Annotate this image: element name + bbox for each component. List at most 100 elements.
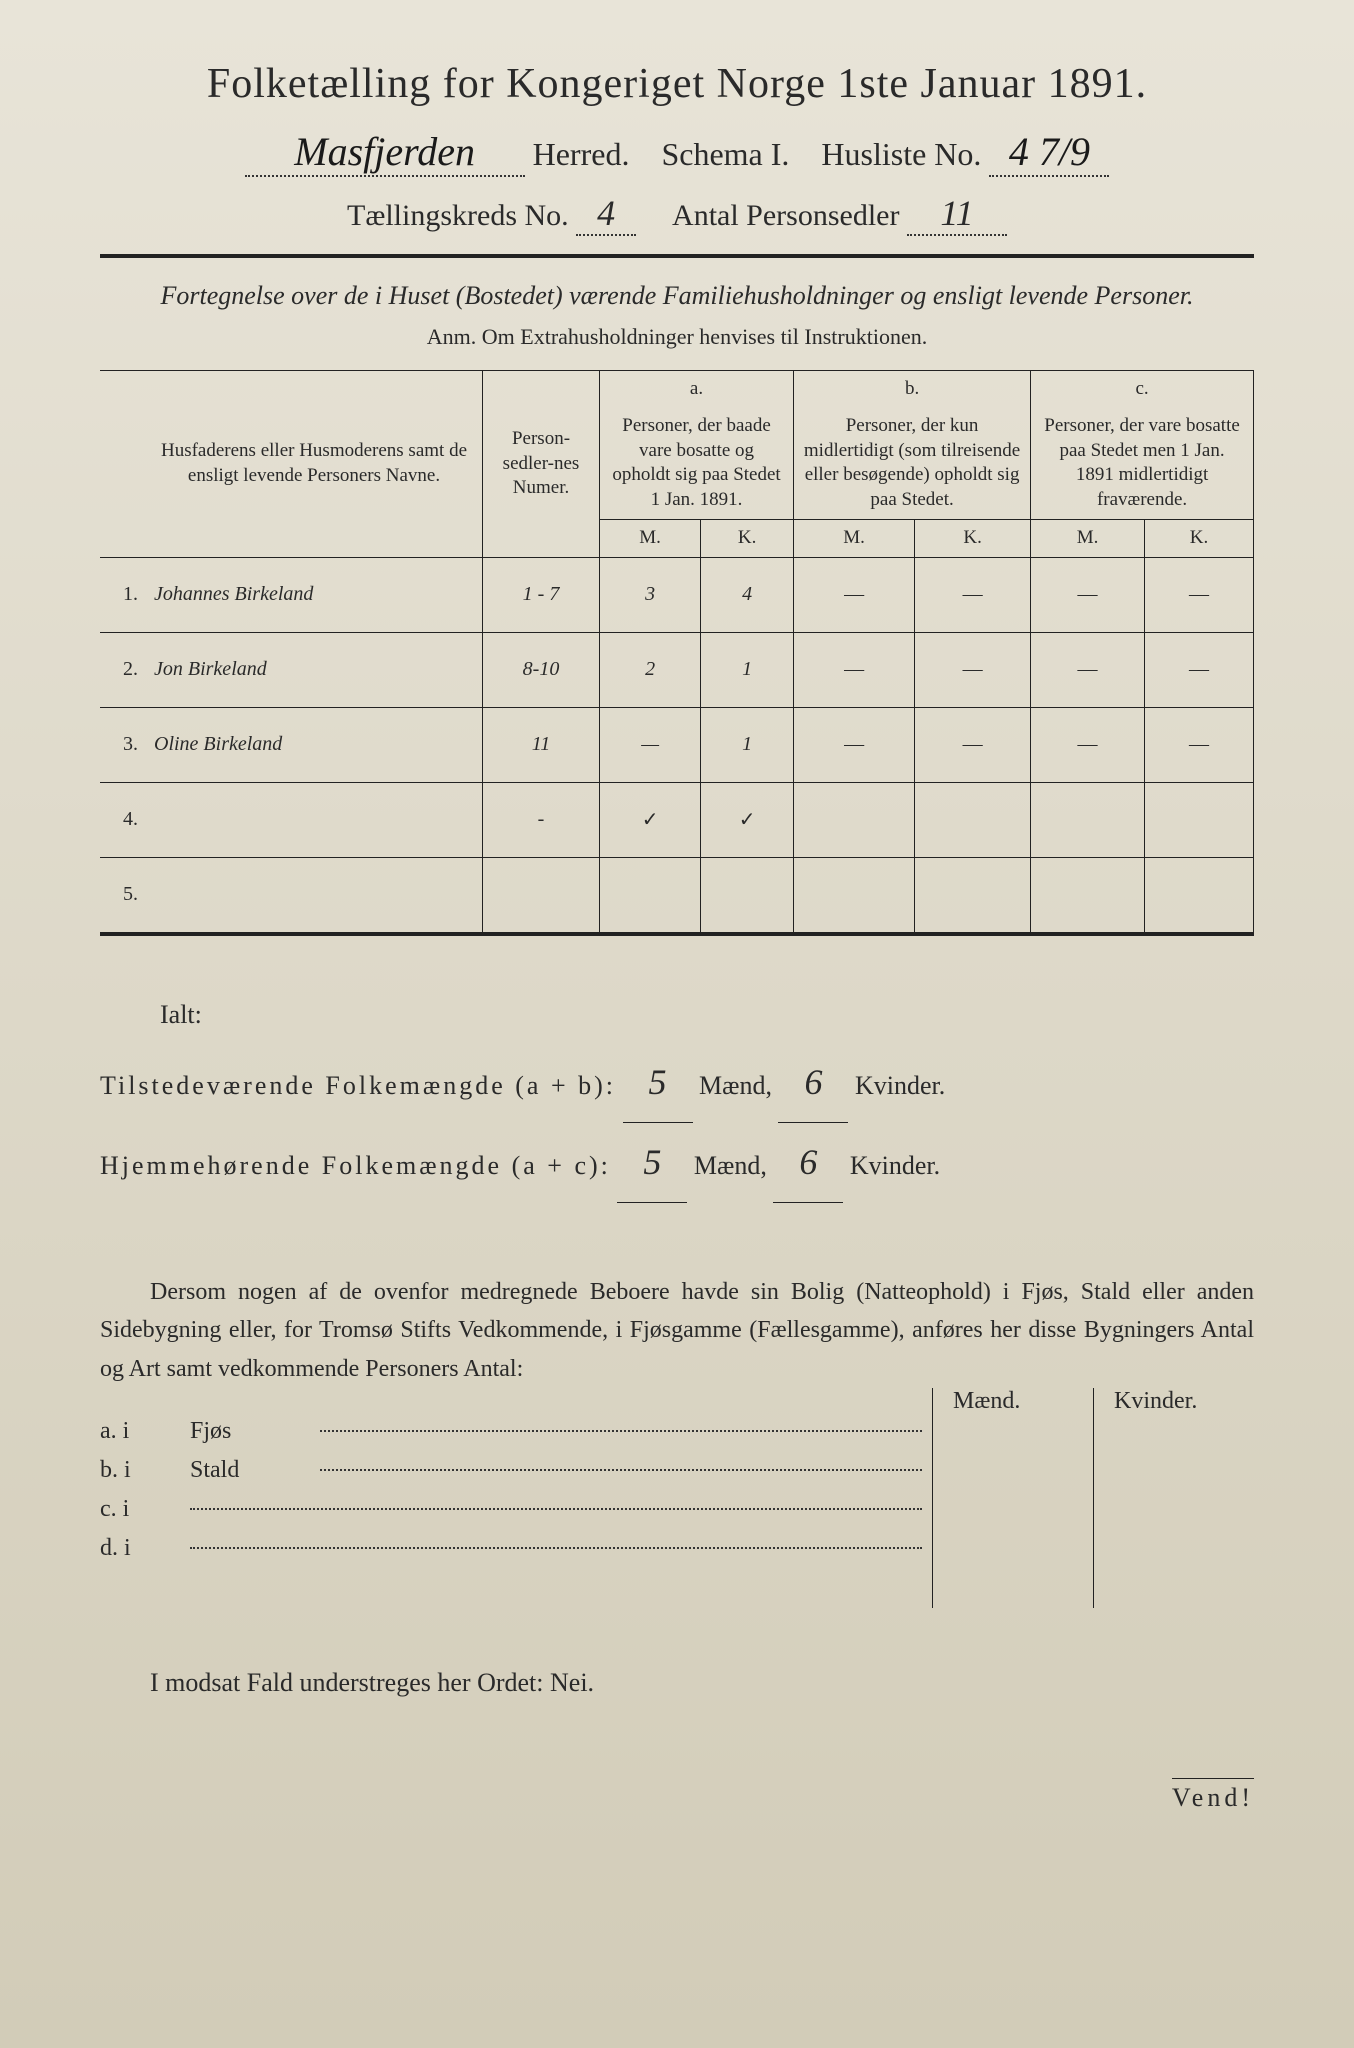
antal-value: 11 <box>907 192 1007 236</box>
col-cm: M. <box>1031 519 1145 557</box>
building-paragraph: Dersom nogen af de ovenfor medregnede Be… <box>100 1273 1254 1388</box>
row-bk <box>915 857 1031 934</box>
building-section: a. i Fjøs b. i Stald c. i d. i <box>100 1388 1254 1608</box>
col-a-label: a. <box>600 371 794 408</box>
row-num: 3. <box>100 707 146 782</box>
husliste-label: Husliste No. <box>821 136 981 172</box>
kvinder-label: Kvinder. <box>850 1151 940 1180</box>
row-name: Oline Birkeland <box>146 707 483 782</box>
schema-label: Schema I. <box>661 136 789 172</box>
herred-value: Masfjerden <box>245 128 525 177</box>
page-title: Folketælling for Kongeriget Norge 1ste J… <box>100 60 1254 108</box>
row-ck <box>1144 782 1253 857</box>
row-num: 4. <box>100 782 146 857</box>
row-num: 1. <box>100 557 146 632</box>
building-label-b: b. i <box>100 1457 190 1484</box>
dots <box>190 1507 922 1510</box>
husliste-value: 4 7/9 <box>989 128 1109 177</box>
row-cm: — <box>1031 557 1145 632</box>
building-label-a: a. i <box>100 1418 190 1445</box>
bottom-line: I modsat Fald understreges her Ordet: Ne… <box>100 1668 1254 1698</box>
subtitle: Fortegnelse over de i Huset (Bostedet) v… <box>100 278 1254 314</box>
maend-header: Mænd. <box>953 1388 1020 1414</box>
building-type-a: Fjøs <box>190 1418 310 1445</box>
row-num: 2. <box>100 632 146 707</box>
building-row: d. i <box>100 1535 932 1562</box>
row-bm: — <box>794 557 915 632</box>
row-bk: — <box>915 557 1031 632</box>
row-am: 3 <box>600 557 701 632</box>
col-am: M. <box>600 519 701 557</box>
row-cm <box>1031 782 1145 857</box>
row-ak: ✓ <box>701 782 794 857</box>
building-row: b. i Stald <box>100 1457 932 1484</box>
row-bk: — <box>915 632 1031 707</box>
divider <box>100 254 1254 258</box>
row-ak: 4 <box>701 557 794 632</box>
row-sedler: 8-10 <box>483 632 600 707</box>
row-am: 2 <box>600 632 701 707</box>
present-m: 5 <box>623 1043 693 1123</box>
row-cm: — <box>1031 632 1145 707</box>
maend-column: Mænd. <box>932 1388 1093 1608</box>
row-bk <box>915 782 1031 857</box>
row-ak: 1 <box>701 707 794 782</box>
kvinder-column: Kvinder. <box>1093 1388 1254 1608</box>
col-c-label: c. <box>1031 371 1254 408</box>
anm-note: Anm. Om Extrahusholdninger henvises til … <box>100 324 1254 350</box>
col-ak: K. <box>701 519 794 557</box>
row-name <box>146 857 483 934</box>
col-ck: K. <box>1144 519 1253 557</box>
resident-label: Hjemmehørende Folkemængde (a + c): <box>100 1151 611 1180</box>
row-sedler <box>483 857 600 934</box>
col-a-text: Personer, der baade vare bosatte og opho… <box>600 408 794 519</box>
row-ak <box>701 857 794 934</box>
herred-label: Herred. <box>533 136 630 172</box>
row-ck <box>1144 857 1253 934</box>
row-num: 5. <box>100 857 146 934</box>
row-ck: — <box>1144 557 1253 632</box>
antal-label: Antal Personsedler <box>672 199 899 232</box>
row-ck: — <box>1144 632 1253 707</box>
row-bm: — <box>794 707 915 782</box>
row-sedler: 11 <box>483 707 600 782</box>
kreds-value: 4 <box>576 192 636 236</box>
building-label-c: c. i <box>100 1496 190 1523</box>
building-type-b: Stald <box>190 1457 310 1484</box>
present-label: Tilstedeværende Folkemængde (a + b): <box>100 1071 616 1100</box>
resident-m: 5 <box>617 1123 687 1203</box>
totals-section: Ialt: Tilstedeværende Folkemængde (a + b… <box>100 986 1254 1204</box>
row-bm <box>794 857 915 934</box>
kvinder-label: Kvinder. <box>855 1071 945 1100</box>
col-b-label: b. <box>794 371 1031 408</box>
dots <box>190 1546 922 1549</box>
row-cm <box>1031 857 1145 934</box>
col-bm: M. <box>794 519 915 557</box>
row-bk: — <box>915 707 1031 782</box>
census-form-page: Folketælling for Kongeriget Norge 1ste J… <box>0 0 1354 2048</box>
present-k: 6 <box>778 1043 848 1123</box>
building-row: c. i <box>100 1496 932 1523</box>
row-ak: 1 <box>701 632 794 707</box>
ialt-label: Ialt: <box>100 986 1254 1043</box>
row-ck: — <box>1144 707 1253 782</box>
row-am: — <box>600 707 701 782</box>
vend-label: Vend! <box>1172 1778 1254 1813</box>
header-line-3: Tællingskreds No. 4 Antal Personsedler 1… <box>100 192 1254 236</box>
row-bm <box>794 782 915 857</box>
building-label-d: d. i <box>100 1535 190 1562</box>
dots <box>320 1429 922 1432</box>
row-am: ✓ <box>600 782 701 857</box>
resident-k: 6 <box>773 1123 843 1203</box>
col-bk: K. <box>915 519 1031 557</box>
row-name <box>146 782 483 857</box>
dots <box>320 1468 922 1471</box>
col-b-text: Personer, der kun midlertidigt (som tilr… <box>794 408 1031 519</box>
row-cm: — <box>1031 707 1145 782</box>
row-name: Johannes Birkeland <box>146 557 483 632</box>
maend-label: Mænd, <box>699 1071 772 1100</box>
kvinder-header: Kvinder. <box>1114 1388 1197 1414</box>
col-names: Husfaderens eller Husmoderens samt de en… <box>146 371 483 557</box>
row-sedler: 1 - 7 <box>483 557 600 632</box>
col-sedler: Person-sedler-nes Numer. <box>483 371 600 557</box>
